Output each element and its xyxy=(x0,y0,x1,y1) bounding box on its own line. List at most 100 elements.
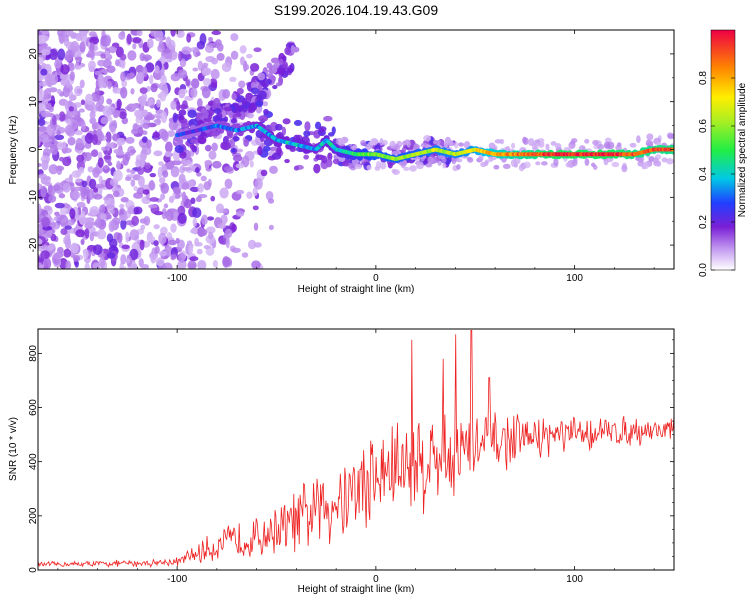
spectrogram-blob xyxy=(448,140,454,147)
spectrogram-blob xyxy=(217,223,227,229)
spectrogram-blob xyxy=(88,60,96,71)
spectrogram-blob xyxy=(249,102,258,112)
spectrogram-blob xyxy=(553,158,559,166)
spectrogram-blob xyxy=(102,165,109,170)
spectrogram-blob xyxy=(159,55,166,65)
spectrogram-blob xyxy=(130,179,136,187)
spectrogram-blob xyxy=(153,240,159,247)
spectrogram-blob xyxy=(129,248,139,261)
spectrogram-blob xyxy=(370,137,379,146)
spectrogram-blob xyxy=(209,78,218,88)
spectrogram-blob xyxy=(38,224,43,230)
spectrogram-blob xyxy=(287,67,294,74)
spectrogram-blob xyxy=(125,257,131,264)
spectrogram-blob xyxy=(203,181,211,191)
spectrogram-blob xyxy=(142,136,148,143)
spectrogram-blob xyxy=(92,262,101,269)
spectrogram-blob xyxy=(293,119,303,126)
spectrogram-blob xyxy=(58,111,66,122)
spectrogram-blob xyxy=(179,58,187,68)
spectrogram-blob xyxy=(149,74,154,85)
spectrogram-blob xyxy=(131,215,139,227)
spectrogram-blob xyxy=(224,178,233,189)
snr-y-tick-label: 200 xyxy=(28,507,39,524)
spectrogram-x-tick-label: -100 xyxy=(167,273,187,284)
spectrogram-blob xyxy=(168,196,175,204)
spectrogram-blob xyxy=(271,152,282,160)
spectrogram-blob xyxy=(366,164,372,171)
spectrogram-blob xyxy=(112,190,120,198)
spectrogram-blob xyxy=(432,139,441,145)
spectrogram-blob xyxy=(59,74,69,80)
spectrogram-blob xyxy=(284,46,291,55)
spectrogram-blob xyxy=(303,154,309,160)
spectrogram-blob xyxy=(159,90,167,102)
spectrogram-blob xyxy=(409,165,417,172)
spectrogram-blob xyxy=(162,170,169,178)
spectrogram-blob xyxy=(375,160,382,169)
spectrogram-blob xyxy=(135,64,144,74)
spectrogram-blob xyxy=(172,186,181,194)
spectrogram-x-tick-label: 100 xyxy=(566,273,583,284)
spectrogram-blob xyxy=(138,175,145,188)
spectrogram-blob xyxy=(106,98,113,105)
spectrogram-blob xyxy=(381,139,388,146)
spectrogram-blob xyxy=(120,58,126,69)
spectrogram-blob xyxy=(321,155,328,164)
spectrogram-blob xyxy=(170,100,177,111)
spectrogram-blob xyxy=(205,226,216,234)
spectrogram-blob xyxy=(164,151,173,158)
colorbar-label: Normalized spectral amplitude xyxy=(737,82,748,217)
spectrogram-blob xyxy=(392,169,400,175)
spectrogram-blob xyxy=(510,159,518,168)
snr-x-tick-label: 100 xyxy=(566,574,583,585)
spectrogram-blob xyxy=(230,118,237,124)
spectrogram-blob xyxy=(178,89,186,99)
spectrogram-blob xyxy=(193,47,199,53)
spectrogram-blob xyxy=(139,87,148,94)
spectrogram-blob xyxy=(181,182,190,190)
spectrogram-blob xyxy=(62,156,72,167)
spectrogram-blob xyxy=(156,99,161,108)
spectrogram-blob xyxy=(92,167,100,178)
spectrogram-blob xyxy=(189,186,200,193)
spectrogram-blob xyxy=(621,164,628,173)
spectrogram-blob xyxy=(131,128,139,135)
spectrogram-blob xyxy=(60,64,70,75)
spectrogram-blob xyxy=(109,142,117,149)
spectrogram-blob xyxy=(206,216,215,221)
spectrogram-blob xyxy=(523,161,531,169)
spectrogram-blob xyxy=(523,137,529,145)
spectrogram-blob xyxy=(74,260,79,268)
spectrogram-blob xyxy=(195,166,200,174)
spectrogram-blob xyxy=(402,140,407,146)
spectrogram-blob xyxy=(143,216,151,226)
snr-frame xyxy=(37,328,675,571)
spectrogram-blob xyxy=(79,41,86,53)
spectrogram-blob xyxy=(68,90,74,102)
spectrogram-blob xyxy=(185,79,191,87)
spectrogram-blob xyxy=(106,141,111,152)
spectrogram-blob xyxy=(40,185,47,198)
spectrogram-blob xyxy=(64,99,69,110)
spectrogram-blob xyxy=(236,87,244,95)
spectrogram-blob xyxy=(136,187,145,195)
spectrogram-blob xyxy=(148,204,158,209)
spectrogram-blob xyxy=(40,49,51,56)
spectrogram-blob xyxy=(100,116,109,125)
spectrogram-blob xyxy=(122,153,130,166)
spectrogram-blob xyxy=(187,260,197,269)
spectrogram-blob xyxy=(39,133,49,144)
spectrogram-blob xyxy=(38,264,44,269)
spectrogram-blob xyxy=(153,224,160,230)
spectrogram-blob xyxy=(125,176,132,182)
spectrogram-blob xyxy=(545,143,550,151)
snr-x-tick-label: -100 xyxy=(167,574,187,585)
snr-y-ticks: 0 200 400 600 800 xyxy=(28,339,674,573)
spectrogram-blob xyxy=(92,244,103,255)
spectrogram-blob xyxy=(170,73,181,82)
spectrogram-blob xyxy=(120,71,126,82)
spectrogram-blob xyxy=(155,118,161,126)
spectrogram-blob xyxy=(158,177,166,184)
spectrogram-blob xyxy=(153,150,163,157)
